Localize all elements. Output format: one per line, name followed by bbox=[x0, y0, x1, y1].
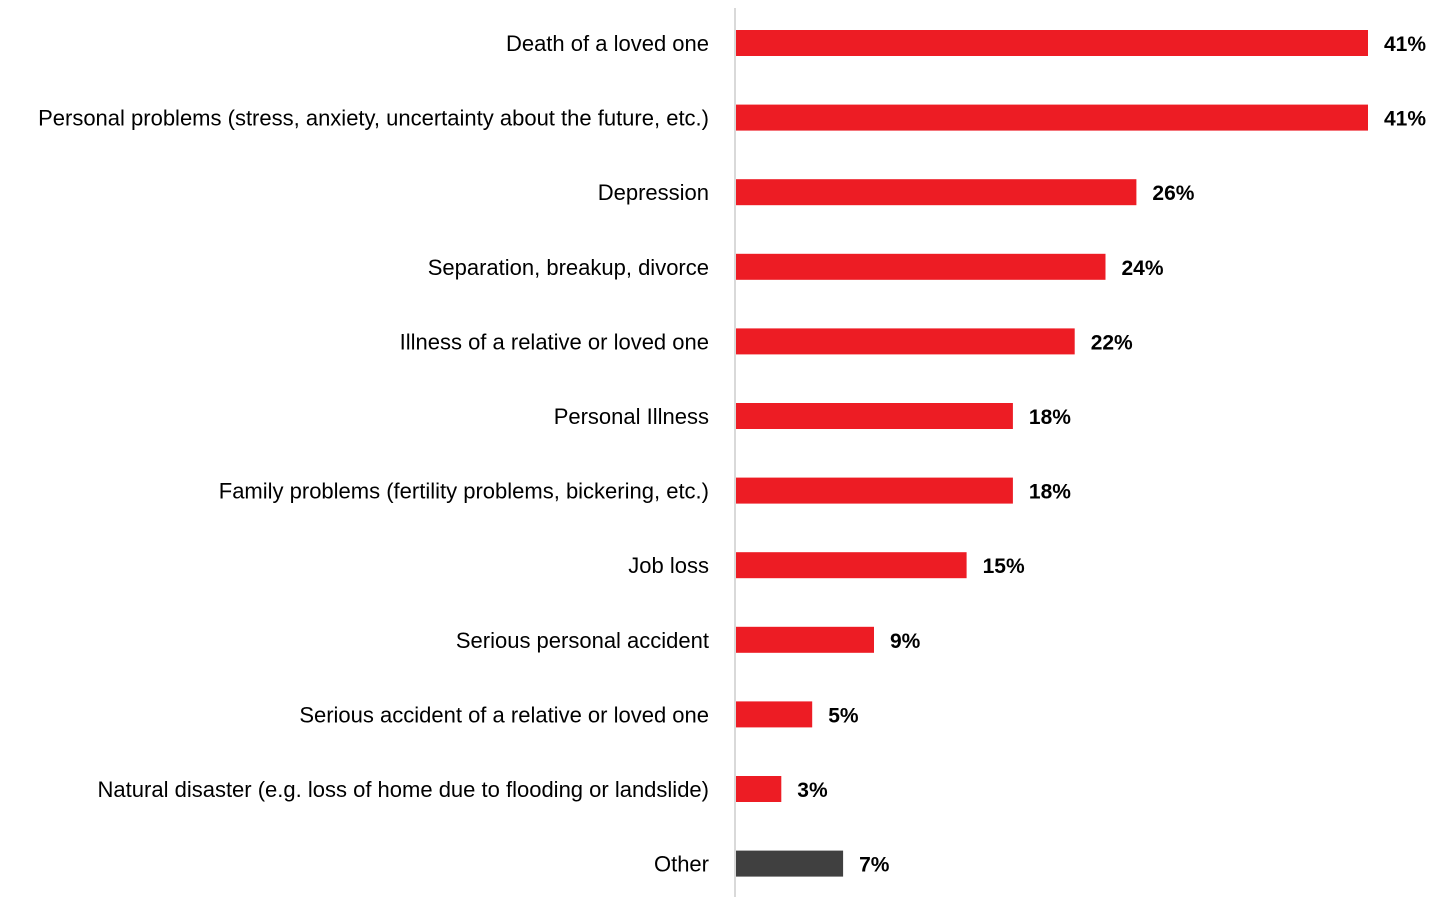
category-label-5: Personal Illness bbox=[554, 404, 709, 429]
bar-7 bbox=[735, 552, 967, 579]
bar-2 bbox=[735, 179, 1137, 206]
category-label-11: Other bbox=[654, 852, 709, 877]
category-label-6: Family problems (fertility problems, bic… bbox=[219, 479, 709, 504]
bar-0 bbox=[735, 30, 1368, 56]
value-label-11: 7% bbox=[859, 854, 890, 877]
bar-6 bbox=[735, 477, 1013, 504]
value-label-2: 26% bbox=[1152, 182, 1194, 205]
bar-1 bbox=[735, 104, 1368, 131]
category-label-0: Death of a loved one bbox=[506, 31, 709, 56]
bar-11 bbox=[735, 850, 844, 877]
value-label-3: 24% bbox=[1122, 257, 1164, 280]
value-label-1: 41% bbox=[1384, 108, 1426, 131]
bar-5 bbox=[735, 403, 1013, 429]
bar-4 bbox=[735, 328, 1075, 355]
category-labels-group: Death of a loved one Personal problems (s… bbox=[38, 31, 709, 877]
bars-group bbox=[735, 30, 1368, 877]
category-label-4: Illness of a relative or loved one bbox=[400, 329, 709, 354]
category-label-9: Serious accident of a relative or loved … bbox=[299, 702, 709, 727]
bar-8 bbox=[735, 626, 874, 653]
value-label-10: 3% bbox=[797, 779, 828, 802]
value-label-7: 15% bbox=[983, 555, 1025, 578]
value-label-4: 22% bbox=[1091, 331, 1133, 354]
value-label-5: 18% bbox=[1029, 406, 1071, 429]
value-label-9: 5% bbox=[828, 704, 859, 727]
bar-10 bbox=[735, 776, 782, 802]
value-label-8: 9% bbox=[890, 630, 921, 653]
category-label-1: Personal problems (stress, anxiety, unce… bbox=[38, 106, 709, 131]
value-label-6: 18% bbox=[1029, 481, 1071, 504]
category-label-2: Depression bbox=[598, 180, 709, 205]
category-label-10: Natural disaster (e.g. loss of home due … bbox=[98, 777, 709, 802]
category-label-8: Serious personal accident bbox=[456, 628, 709, 653]
value-label-0: 41% bbox=[1384, 33, 1426, 56]
category-label-7: Job loss bbox=[628, 553, 709, 578]
bar-3 bbox=[735, 253, 1106, 280]
category-label-3: Separation, breakup, divorce bbox=[428, 255, 709, 280]
value-labels-group: 41% 41% 26% 24% 22% 18% 18% 15% 9% 5% 3% 7% bbox=[797, 33, 1426, 877]
bar-9 bbox=[735, 701, 813, 728]
